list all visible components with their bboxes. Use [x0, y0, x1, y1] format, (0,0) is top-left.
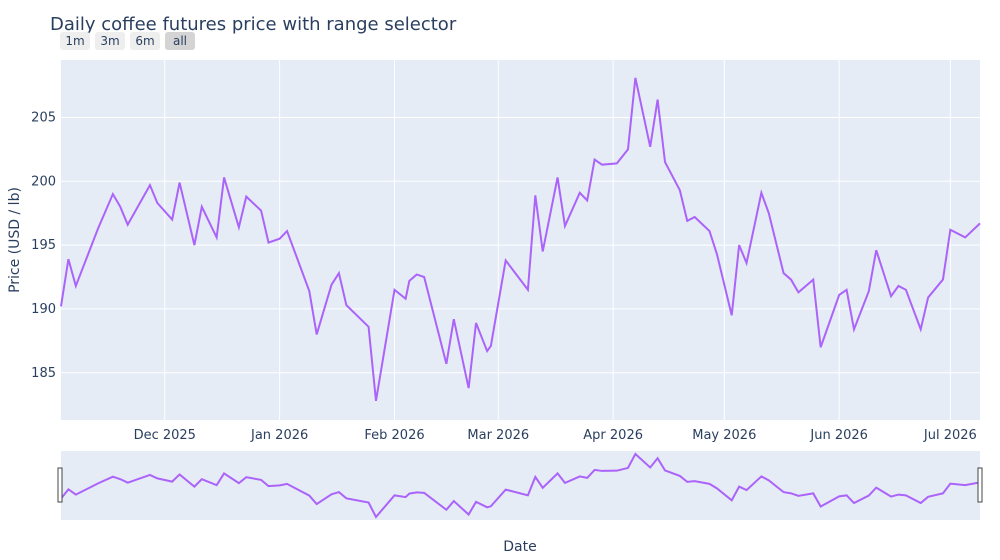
rangeslider-background[interactable]	[61, 451, 980, 520]
rangeslider-right-handle[interactable]	[977, 467, 983, 503]
range-button-label: 3m	[100, 34, 119, 48]
x-tick-label: Jan 2026	[250, 428, 308, 443]
range-button-label: 1m	[65, 34, 84, 48]
y-tick-label: 195	[31, 238, 56, 253]
rangeslider-left-handle[interactable]	[57, 467, 63, 503]
y-tick-label: 205	[31, 110, 56, 125]
y-tick-label: 190	[31, 302, 56, 317]
x-tick-label: Jul 2026	[923, 428, 977, 443]
range-button-3m[interactable]: 3m	[95, 32, 125, 50]
y-axis-title: Price (USD / lb)	[7, 187, 23, 293]
y-tick-labels: 185 190 195 200 205	[31, 110, 56, 380]
range-button-bg	[165, 32, 195, 50]
range-button-all[interactable]: all	[165, 32, 195, 50]
x-tick-label: Dec 2025	[134, 428, 196, 443]
gridlines	[61, 60, 980, 420]
x-tick-label: May 2026	[692, 428, 756, 443]
range-button-bg	[95, 32, 125, 50]
range-button-label: 6m	[135, 34, 154, 48]
range-button-bg	[130, 32, 160, 50]
y-tick-label: 185	[31, 366, 56, 381]
range-button-6m[interactable]: 6m	[130, 32, 160, 50]
x-tick-label: Apr 2026	[583, 428, 643, 443]
y-tick-label: 200	[31, 174, 56, 189]
x-tick-labels: Dec 2025 Jan 2026 Feb 2026 Mar 2026 Apr 2026…	[134, 428, 977, 443]
price-line	[60, 77, 981, 402]
x-tick-label: Feb 2026	[364, 428, 424, 443]
x-tick-label: Mar 2026	[467, 428, 529, 443]
x-tick-label: Jun 2026	[809, 428, 868, 443]
range-button-label: all	[173, 34, 187, 48]
x-axis-title: Date	[503, 539, 536, 555]
plot-background	[61, 60, 980, 420]
range-button-bg	[60, 32, 90, 50]
range-selector: 1m 3m 6m all	[60, 32, 195, 50]
chart-title: Daily coffee futures price with range se…	[50, 14, 457, 35]
rangeslider-line	[60, 452, 981, 519]
range-button-1m[interactable]: 1m	[60, 32, 90, 50]
